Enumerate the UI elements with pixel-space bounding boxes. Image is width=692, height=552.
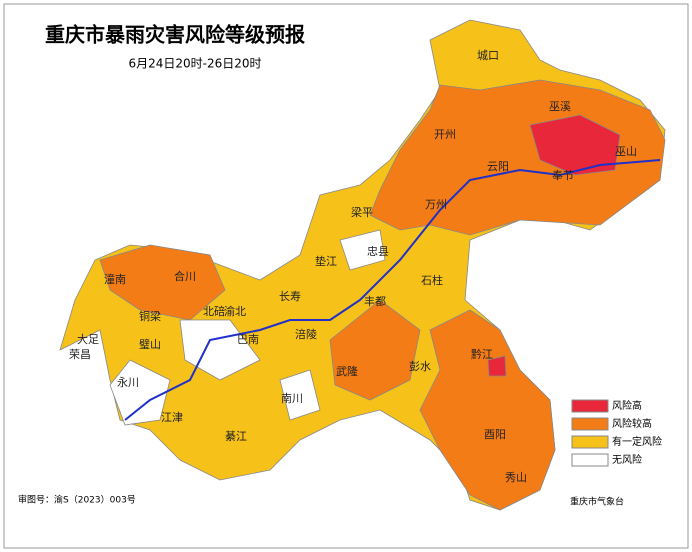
subtitle: 6月24日20时-26日20时: [128, 57, 261, 71]
region-high-c: [329, 299, 421, 401]
district-label: 奉节: [552, 168, 574, 182]
district-label: 北碚: [203, 304, 225, 318]
region-high-ne: [369, 79, 666, 236]
district-label: 巴南: [237, 333, 259, 346]
legend-swatch: [571, 417, 609, 431]
legend-label: 风险较高: [612, 417, 652, 430]
yangtze-river: [124, 159, 661, 421]
legend-label: 有一定风险: [612, 435, 662, 448]
legend-label: 无风险: [612, 453, 642, 466]
region-high-w: [99, 244, 226, 321]
district-label: 大足: [77, 332, 99, 346]
district-label: 江津: [161, 411, 183, 424]
map-number: 审图号：渝S（2023）003号: [18, 494, 136, 506]
district-label: 巫山: [615, 145, 637, 158]
legend-label: 风险高: [612, 399, 642, 412]
region-none: [279, 369, 321, 421]
district-label: 城口: [477, 49, 499, 62]
district-label: 酉阳: [484, 428, 506, 441]
district-label: 忠县: [367, 245, 389, 258]
title: 重庆市暴雨灾害风险等级预报: [45, 23, 305, 47]
district-label: 梁平: [351, 205, 373, 219]
agency: 重庆市气象台: [570, 496, 624, 508]
region-severe: [487, 355, 507, 377]
district-label: 丰都: [364, 295, 386, 308]
map: [59, 19, 666, 511]
district-label: 渝北: [224, 304, 246, 318]
district-label: 合川: [174, 269, 196, 283]
district-label: 开州: [434, 128, 456, 141]
legend: 风险高 风险较高 有一定风险 无风险: [571, 399, 662, 467]
district-label: 彭水: [409, 359, 431, 373]
region-high-se: [419, 309, 556, 511]
district-label: 巫溪: [549, 100, 571, 113]
district-label: 黔江: [471, 347, 493, 361]
district-label: 铜梁: [139, 309, 161, 323]
district-label: 永川: [117, 375, 139, 389]
legend-swatch: [571, 435, 609, 449]
district-label: 荣昌: [69, 348, 91, 361]
district-label: 石柱: [421, 273, 443, 287]
district-label: 云阳: [487, 160, 509, 173]
district-label: 璧山: [139, 337, 161, 351]
district-label: 南川: [281, 392, 303, 405]
region-none: [109, 359, 171, 426]
legend-swatch: [571, 453, 609, 467]
district-label: 潼南: [104, 272, 126, 286]
district-label: 綦江: [225, 430, 247, 443]
district-label: 武隆: [336, 364, 358, 378]
district-label: 涪陵: [295, 327, 317, 341]
district-label: 长寿: [279, 289, 301, 303]
district-label: 万州: [425, 198, 447, 211]
district-label: 垫江: [315, 254, 337, 268]
legend-swatch: [571, 399, 609, 413]
region-none: [339, 229, 386, 271]
region-severe: [529, 114, 621, 176]
district-label: 秀山: [505, 471, 527, 484]
